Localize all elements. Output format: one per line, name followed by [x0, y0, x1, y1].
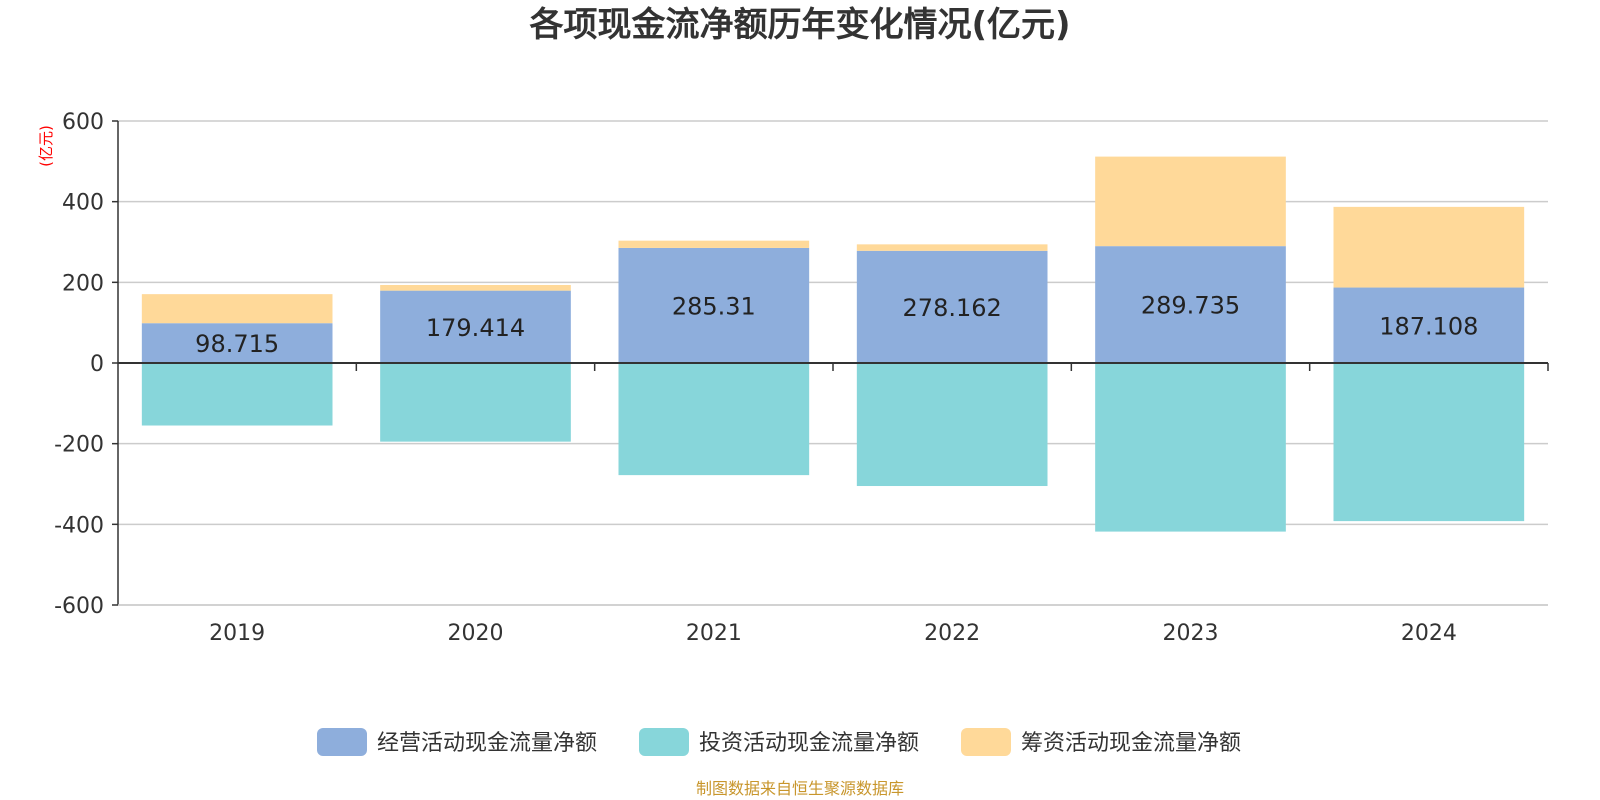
legend-label: 经营活动现金流量净额: [377, 731, 597, 756]
bar-segment: [1095, 156, 1286, 247]
x-tick-label: 2024: [1401, 621, 1457, 646]
data-label: 278.162: [903, 294, 1002, 322]
legend-label: 投资活动现金流量净额: [699, 731, 919, 756]
axes: 600 400 200 0 -200 -400 -600 2019 2020 2021 2022 20…: [54, 110, 1549, 646]
y-tick-label: -200: [54, 433, 104, 458]
chart-title: 各项现金流净额历年变化情况(亿元): [529, 5, 1070, 45]
bar-segment: [1333, 206, 1525, 288]
data-label: 179.414: [426, 314, 525, 342]
bar-segment: [856, 250, 1048, 363]
bars: [141, 156, 1525, 532]
legend-swatch: [961, 728, 1011, 756]
x-tick-label: 2019: [209, 621, 265, 646]
legend-swatch: [317, 728, 367, 756]
data-labels: 98.715 179.414 285.31 278.162 289.735 187.108: [195, 292, 1478, 359]
bar-segment: [141, 323, 333, 363]
bar-segment: [380, 290, 571, 363]
bar-segment: [618, 363, 810, 476]
y-tick-label: -600: [54, 594, 104, 619]
legend-label: 筹资活动现金流量净额: [1021, 731, 1241, 756]
y-tick-label: -400: [54, 513, 104, 538]
data-label: 98.715: [195, 330, 279, 358]
y-tick-label: 400: [62, 191, 104, 216]
bar-segment: [141, 294, 333, 324]
y-axis-unit-label: (亿元): [37, 125, 55, 167]
x-tick-label: 2022: [924, 621, 980, 646]
legend-swatch: [639, 728, 689, 756]
bar-segment: [1333, 363, 1525, 522]
bar-segment: [856, 244, 1048, 251]
legend: 经营活动现金流量净额 投资活动现金流量净额 筹资活动现金流量净额: [317, 728, 1241, 756]
x-tick-label: 2023: [1163, 621, 1219, 646]
data-label: 187.108: [1379, 312, 1478, 340]
bar-segment: [1095, 246, 1286, 363]
bar-segment: [618, 240, 810, 248]
source-note: 制图数据来自恒生聚源数据库: [696, 779, 904, 798]
y-tick-label: 600: [62, 110, 104, 135]
bar-segment: [618, 247, 810, 363]
y-tick-label: 200: [62, 271, 104, 296]
x-tick-label: 2020: [448, 621, 504, 646]
bar-segment: [856, 363, 1048, 487]
x-tick-label: 2021: [686, 621, 742, 646]
data-label: 285.31: [672, 292, 756, 320]
y-tick-label: 0: [90, 352, 104, 377]
bar-segment: [1333, 287, 1525, 363]
bar-segment: [1095, 363, 1286, 532]
bar-segment: [380, 363, 571, 442]
bar-segment: [141, 363, 333, 426]
data-label: 289.735: [1141, 292, 1240, 320]
bar-segment: [380, 284, 571, 291]
